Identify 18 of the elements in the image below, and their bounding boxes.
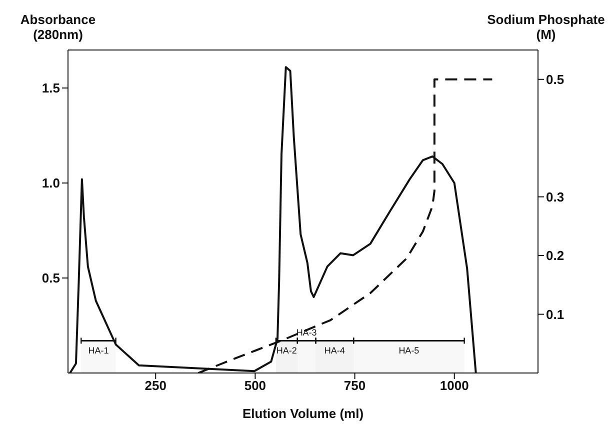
y2-axis-title: Sodium Phosphate (M) — [486, 12, 606, 42]
x-tick-label: 1000 — [440, 378, 469, 394]
y-tick-label: 1.5 — [42, 80, 60, 96]
x-axis-title: Elution Volume (ml) — [242, 406, 364, 421]
x-tick-label: 500 — [244, 378, 266, 394]
x-tick-label: 750 — [344, 378, 366, 394]
y2-tick-label: 0.3 — [546, 189, 564, 204]
y-tick-label: 0.5 — [42, 270, 60, 286]
y2-tick-label: 0.1 — [546, 306, 564, 322]
y-axis-title: Absorbance (280nm) — [19, 12, 97, 42]
y2-tick-label: 0.5 — [546, 72, 564, 87]
x-tick-label: 250 — [144, 378, 166, 394]
y-tick-label: 1.0 — [42, 176, 60, 191]
band-label: HA-2 — [276, 346, 297, 356]
band-label: HA-1 — [88, 346, 109, 356]
band-label: HA-4 — [324, 346, 345, 356]
band-label: HA-5 — [398, 346, 420, 356]
y2-tick-label: 0.2 — [546, 248, 564, 264]
